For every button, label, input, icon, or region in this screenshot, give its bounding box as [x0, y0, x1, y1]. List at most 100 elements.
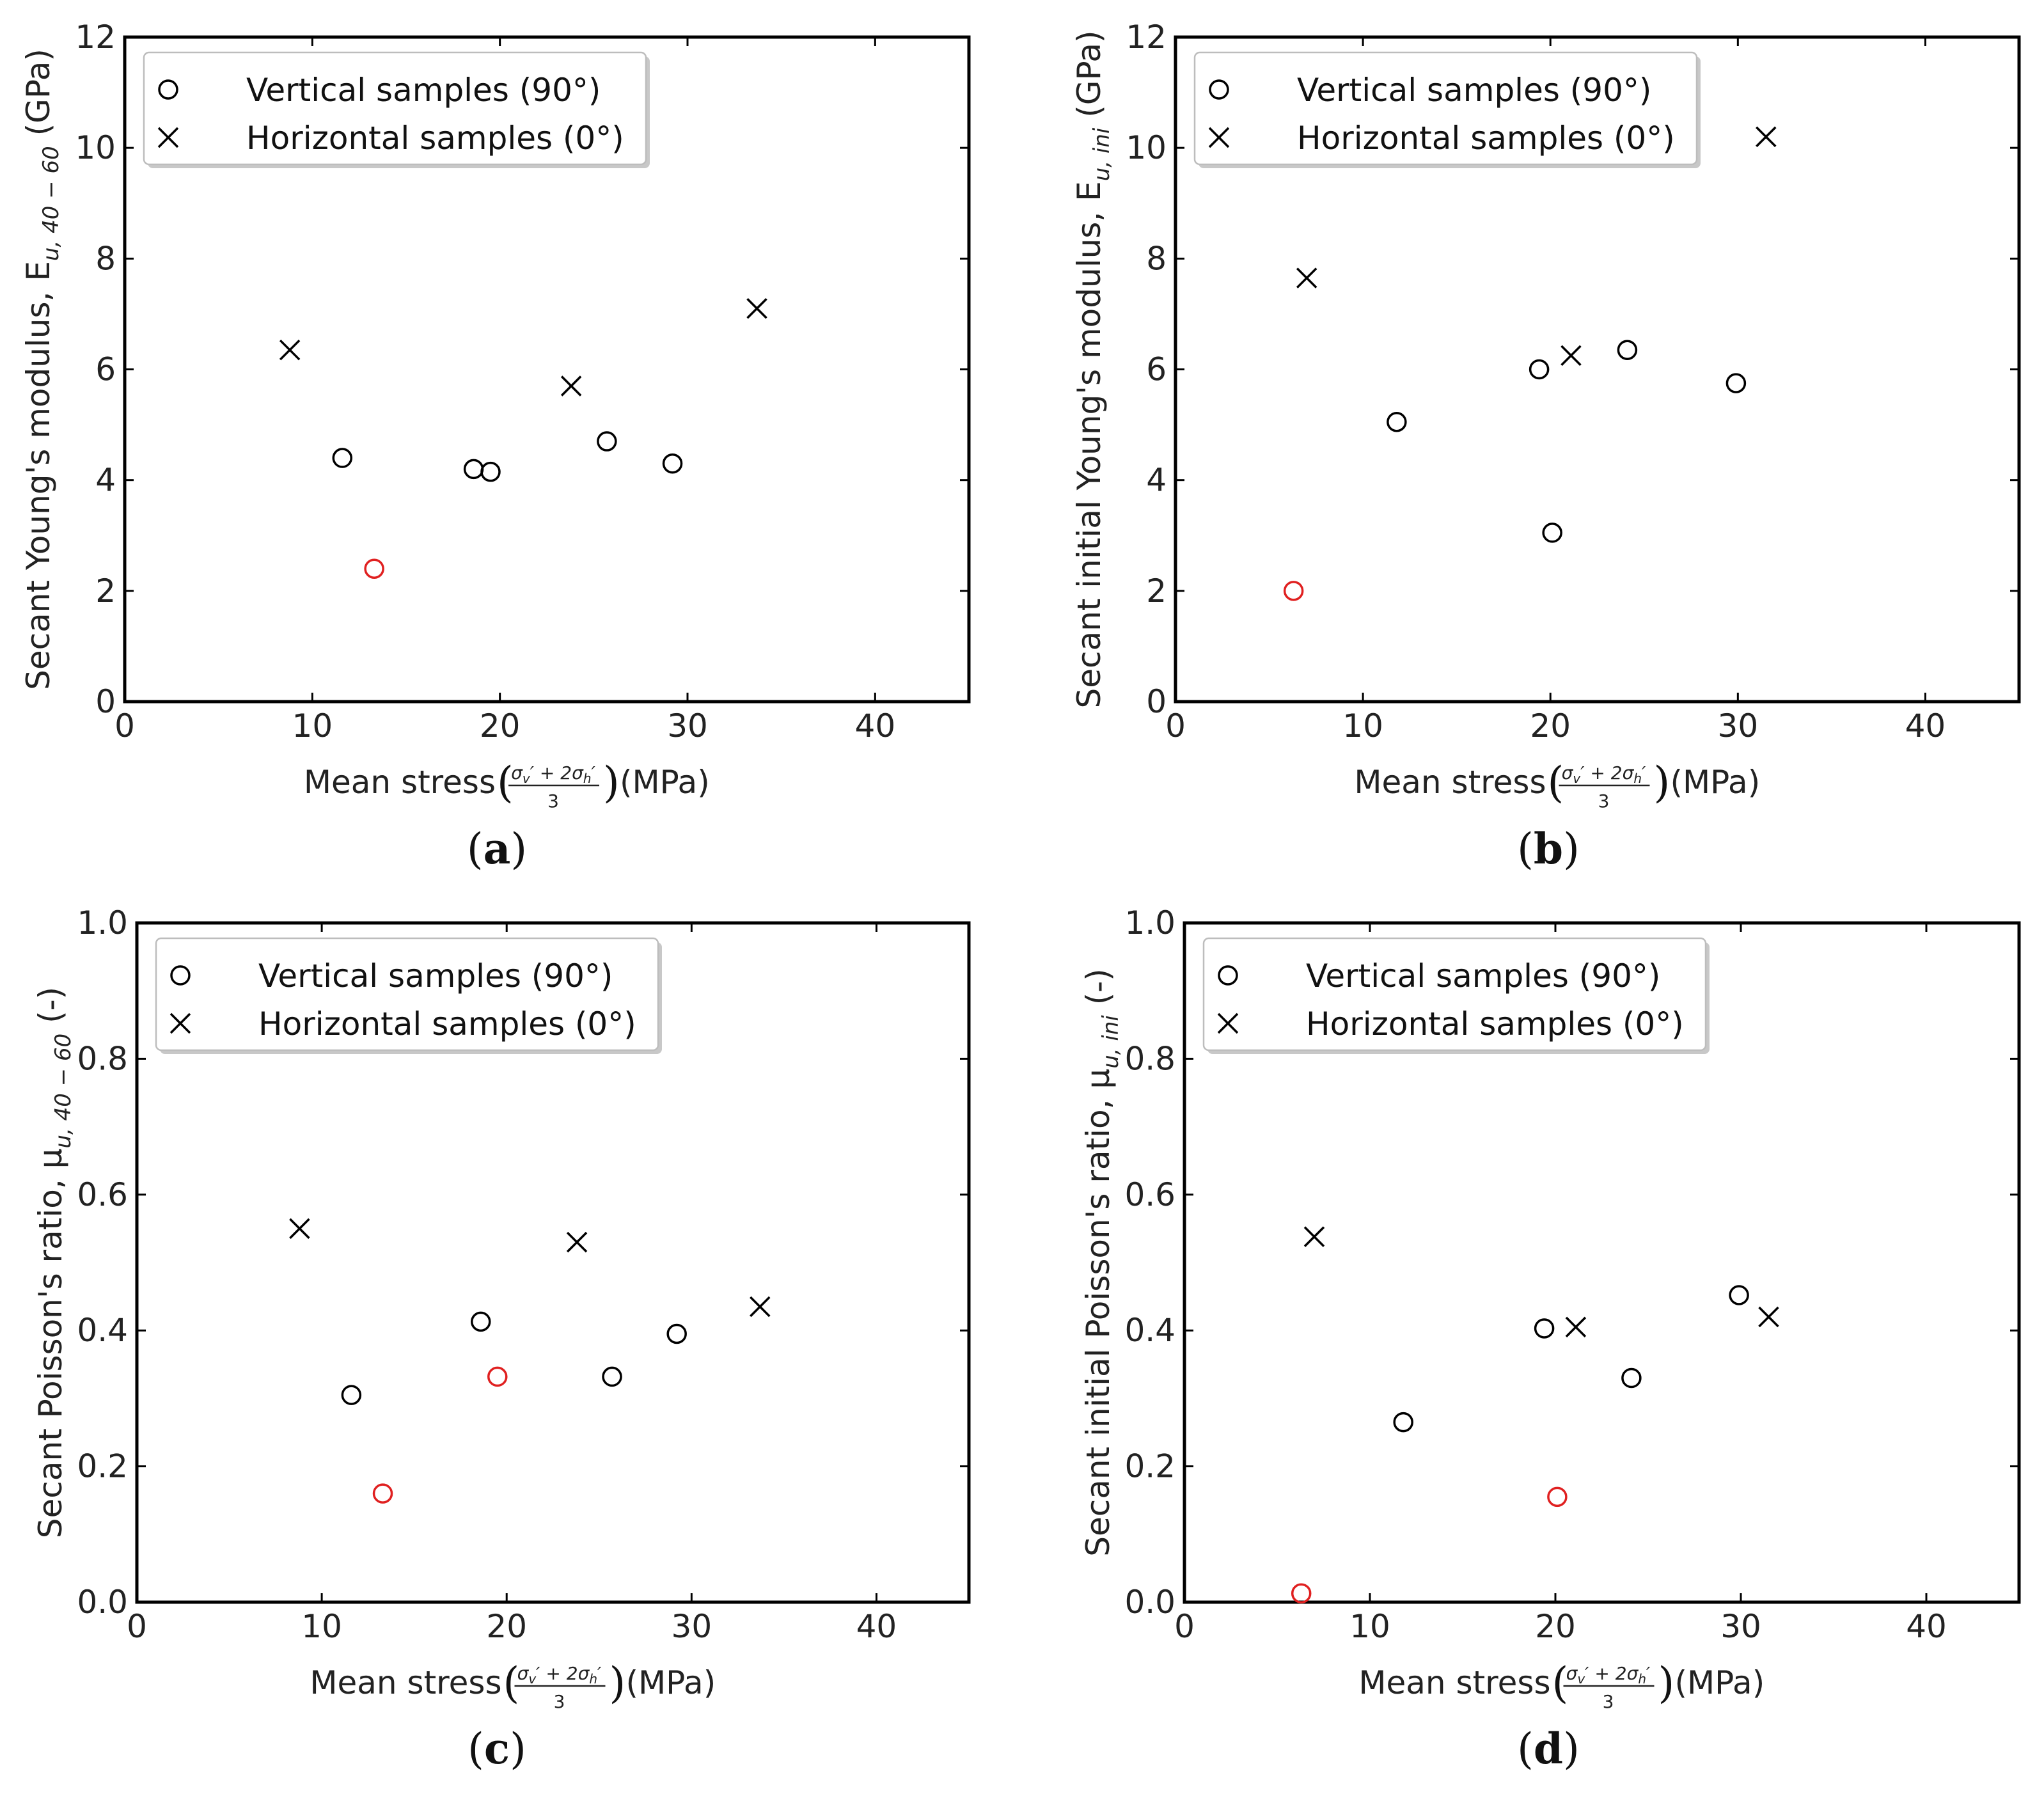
- chart-a-xlabel-unit: (MPa): [620, 764, 710, 801]
- chart-a-legend-box: [143, 51, 647, 166]
- chart-c-xtick-label: 0: [127, 1608, 147, 1645]
- chart-c-ytick-label: 0.2: [77, 1448, 128, 1485]
- chart-b-panel: 0 10 20 30 40 0 2 4 6 8 10 12 Secant initial Young's…: [1071, 19, 2021, 874]
- chart-c-xtick-label: 40: [856, 1608, 897, 1645]
- chart-c-legend-horizontal-label: Horizontal samples (0°): [258, 1005, 636, 1043]
- chart-a-xlabel-rparen: ): [603, 758, 620, 807]
- chart-b-legend: Vertical samples (90°) Horizontal samples…: [1193, 51, 1701, 168]
- chart-d-point-circle: [1729, 1285, 1749, 1305]
- chart-c-xtick-label: 20: [486, 1608, 527, 1645]
- chart-b-ylabel: Secant initial Young's modulus, Eu, ini …: [1071, 30, 1115, 708]
- chart-d-ylabel: Secant initial Poisson's ratio, μu, ini …: [1080, 968, 1124, 1557]
- chart-d-point-circle: [1621, 1367, 1642, 1389]
- chart-d-ytick-label: 0.6: [1124, 1176, 1175, 1213]
- chart-d-xlabel-unit: (MPa): [1675, 1664, 1765, 1701]
- chart-d-axes-frame: [1183, 921, 2021, 1604]
- chart-a-xtick-label: 30: [667, 707, 708, 744]
- chart-c-panel-label: (c): [468, 1724, 526, 1774]
- chart-d-xtick-label: 20: [1535, 1608, 1576, 1645]
- chart-a-point-x: [746, 298, 767, 319]
- chart-c-point-circle: [666, 1323, 687, 1344]
- chart-c-xtick-label: 30: [672, 1608, 712, 1645]
- chart-c-xlabel-unit: (MPa): [626, 1664, 716, 1701]
- chart-d-xtick-label: 30: [1720, 1608, 1761, 1645]
- chart-c-point-circle: [487, 1366, 508, 1387]
- chart-a-ylabel: Secant Young's modulus, Eu, 40 − 60 (GPa…: [20, 49, 64, 690]
- chart-b-point-circle: [1542, 523, 1562, 543]
- chart-d-ytick-label: 0.2: [1124, 1448, 1175, 1485]
- chart-c-xlabel-lparen: (: [503, 1658, 520, 1708]
- chart-d-panel-label: (d): [1517, 1724, 1580, 1774]
- chart-d-point-x: [1565, 1316, 1587, 1338]
- chart-c-legend-box: [155, 937, 659, 1051]
- chart-c-ylabel: Secant Poisson's ratio, μu, 40 − 60 (-): [32, 987, 76, 1538]
- chart-b-xlabel-rparen: ): [1654, 758, 1671, 807]
- chart-c-panel: 0 10 20 30 40 0.0 0.2 0.4 0.6 0.8 1.0 Secant Poisso…: [32, 904, 971, 1774]
- chart-d-legend-x-marker: [1217, 1012, 1239, 1034]
- chart-c-point-circle: [602, 1366, 622, 1387]
- chart-b-legend-x-marker: [1208, 127, 1230, 148]
- chart-c-xlabel-numerator: σv′ + 2σh′: [517, 1663, 602, 1687]
- chart-a-ytick-label: 0: [95, 683, 116, 720]
- chart-b-point-circle: [1529, 359, 1550, 380]
- chart-d-xtick-label: 10: [1349, 1608, 1390, 1645]
- chart-c-ytick-label: 1.0: [77, 904, 128, 941]
- chart-b-point-circle: [1726, 373, 1747, 393]
- chart-b-legend-horizontal-label: Horizontal samples (0°): [1297, 120, 1675, 157]
- chart-c-ytick-label: 0.8: [77, 1040, 128, 1077]
- chart-b-xlabel-denominator: 3: [1598, 791, 1610, 812]
- chart-a-xlabel-lparen: (: [497, 758, 514, 807]
- chart-a-point-x: [279, 339, 301, 361]
- chart-b-xtick-label: 10: [1342, 707, 1383, 744]
- chart-a-panel: 0 10 20 30 40 0 2 4 6 8 10 12 Secant Young's modulus…: [20, 19, 971, 874]
- chart-c-legend-x-marker: [169, 1012, 191, 1034]
- chart-d-legend-vertical-label: Vertical samples (90°): [1306, 957, 1660, 995]
- chart-c-ytick-label: 0.6: [77, 1176, 128, 1213]
- chart-b-point-circle: [1283, 581, 1304, 601]
- chart-b-xlabel-lparen: (: [1548, 758, 1564, 807]
- chart-a-legend-vertical-label: Vertical samples (90°): [246, 72, 601, 109]
- chart-a-point-circle: [463, 459, 484, 480]
- chart-b-legend-vertical-label: Vertical samples (90°): [1297, 72, 1651, 109]
- chart-c-legend: Vertical samples (90°) Horizontal samples…: [155, 937, 662, 1054]
- chart-d-ytick-label: 0.8: [1124, 1040, 1175, 1077]
- chart-c-point-circle: [372, 1483, 393, 1504]
- chart-c-point-x: [289, 1218, 310, 1240]
- chart-a-ytick-label: 4: [95, 462, 116, 499]
- chart-a-ytick-label: 2: [95, 572, 116, 610]
- chart-c-ytick-label: 0.0: [77, 1584, 128, 1621]
- chart-b-ytick-label: 10: [1126, 129, 1167, 166]
- chart-b-point-x: [1296, 267, 1317, 288]
- chart-d-point-x: [1303, 1226, 1325, 1247]
- chart-b-xlabel-numerator: σv′ + 2σh′: [1562, 762, 1646, 786]
- chart-b-xlabel: Mean stress (σv′ + 2σh′ 3) (MPa): [1354, 758, 1760, 812]
- chart-b-panel-label: (b): [1517, 824, 1580, 874]
- chart-d-xlabel-rparen: ): [1658, 1658, 1675, 1708]
- chart-b-ytick-label: 4: [1146, 462, 1167, 499]
- chart-d-xlabel-lparen: (: [1552, 1658, 1569, 1708]
- chart-c-legend-vertical-label: Vertical samples (90°): [258, 957, 613, 995]
- chart-a-xlabel-denominator: 3: [547, 791, 559, 812]
- chart-d-xlabel-numerator: σv′ + 2σh′: [1566, 1663, 1651, 1687]
- chart-c-point-x: [566, 1231, 588, 1253]
- chart-a-xlabel: Mean stress (σv′ + 2σh′ 3) (MPa): [304, 758, 710, 812]
- chart-a-point-circle: [332, 448, 353, 468]
- chart-a-xlabel-prefix: Mean stress: [304, 764, 496, 801]
- chart-b-legend-circle-marker: [1209, 79, 1229, 100]
- chart-a-point-circle: [662, 453, 683, 474]
- chart-a-point-circle: [364, 558, 384, 579]
- chart-c-xlabel: Mean stress (σv′ + 2σh′ 3) (MPa): [310, 1658, 716, 1712]
- chart-d-ytick-label: 0.0: [1124, 1584, 1175, 1621]
- chart-d-legend-horizontal-label: Horizontal samples (0°): [1306, 1005, 1684, 1043]
- chart-c-point-circle: [341, 1385, 362, 1405]
- chart-a-xtick-label: 0: [114, 707, 135, 744]
- chart-a-ytick-label: 12: [75, 19, 116, 56]
- chart-c-xlabel-denominator: 3: [554, 1691, 565, 1712]
- chart-a-xtick-label: 20: [480, 707, 521, 744]
- chart-c-legend-circle-marker: [170, 965, 191, 986]
- chart-b-axes-frame: [1174, 35, 2021, 704]
- chart-c-xtick-label: 10: [301, 1608, 342, 1645]
- chart-b-xtick-label: 20: [1530, 707, 1571, 744]
- chart-d-point-circle: [1393, 1412, 1413, 1433]
